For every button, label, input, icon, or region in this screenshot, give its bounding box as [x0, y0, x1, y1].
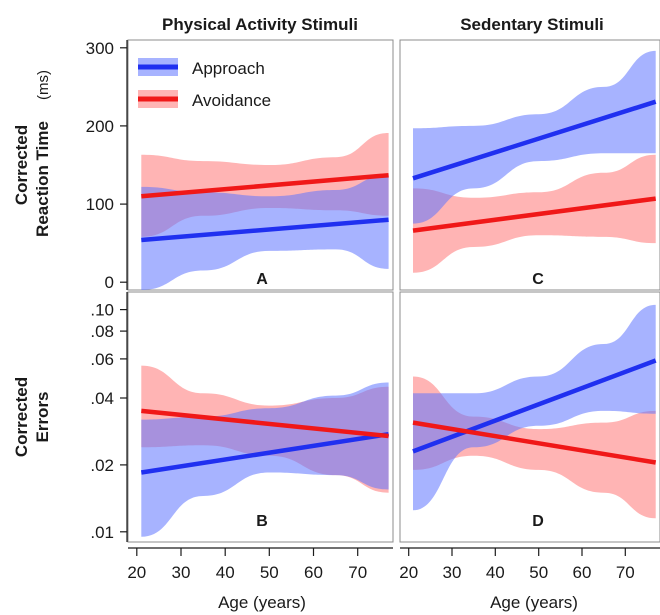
panel-d-line-approach [412, 358, 657, 454]
ylabel-bottom-line1: Corrected [12, 377, 31, 457]
panel-b-ytick-label: .01 [90, 523, 114, 542]
panel-d-xtick-label: 70 [616, 563, 635, 582]
panel-d-xtick-label: 30 [443, 563, 462, 582]
panel-a-ytick-label: 300 [86, 39, 114, 58]
panel-d-frame [399, 291, 660, 543]
plot-layer: 0 100 200 300 .01 .02 .04 .06 .08 .10 20 30 40 50 60 70… [86, 39, 657, 582]
ylabel-top-line2: Reaction Time [33, 121, 52, 237]
panel-b-xtick-label: 30 [172, 563, 191, 582]
panel-d-xtick-label: 60 [573, 563, 592, 582]
panel-d-xtick-label: 20 [399, 563, 418, 582]
panel-b-plot [140, 365, 389, 537]
panel-d-line-avoidance [412, 420, 657, 465]
panel-d-plot [412, 304, 657, 519]
ylabel-bottom: Corrected Errors [12, 377, 52, 457]
panel-letter-b: B [256, 513, 268, 530]
ylabel-bottom-line2: Errors [33, 391, 52, 442]
panel-a-ytick-label: 0 [105, 273, 114, 292]
panel-b-xtick-label: 60 [304, 563, 323, 582]
panel-b-xtick-label: 70 [348, 563, 367, 582]
panel-a-band-approach [141, 174, 389, 290]
panel-b-xtick-label: 20 [127, 563, 146, 582]
panel-c-line-approach [412, 99, 657, 181]
panel-c-band-approach [413, 50, 656, 224]
panel-c-frame [399, 39, 660, 291]
panel-a-ytick-label: 100 [86, 195, 114, 214]
xlabel-left: Age (years) [218, 593, 306, 612]
panel-b-ytick-label: .02 [90, 456, 114, 475]
legend-label-approach: Approach [192, 59, 265, 78]
panel-b-ytick-label: .06 [90, 350, 114, 369]
panel-letter-a: A [256, 271, 268, 288]
panel-a-frame [127, 39, 394, 291]
ylabel-top-unit: (ms) [35, 70, 52, 100]
panel-b-line-approach [140, 431, 389, 475]
panel-b-ytick-label: .08 [90, 322, 114, 341]
panel-d-xtick-label: 40 [486, 563, 505, 582]
panel-c-line-avoidance [412, 196, 656, 233]
col-title-physical: Physical Activity Stimuli [162, 15, 358, 34]
panel-letter-d: D [532, 513, 544, 530]
ylabel-top: Corrected Reaction Time (ms) [12, 70, 52, 237]
panel-b-line-avoidance [141, 408, 389, 439]
ylabel-top-line1: Corrected [12, 125, 31, 205]
panel-d-xtick-label: 50 [529, 563, 548, 582]
panel-b-ytick-label: .04 [90, 389, 114, 408]
panel-b-ytick-label: .10 [90, 301, 114, 320]
panel-a-line-approach [141, 217, 389, 243]
panel-b-band-approach [141, 382, 389, 537]
legend-label-avoidance: Avoidance [192, 91, 271, 110]
panel-a-ytick-label: 200 [86, 117, 114, 136]
panel-a-plot [141, 133, 389, 290]
panel-b-frame [127, 291, 394, 543]
panel-letter-c: C [532, 271, 544, 288]
legend: Approach Avoidance [138, 58, 271, 110]
panel-d-band-avoidance [413, 376, 656, 519]
panel-b-xtick-label: 40 [216, 563, 235, 582]
xlabel-right: Age (years) [490, 593, 578, 612]
panel-b-xtick-label: 50 [260, 563, 279, 582]
col-title-sedentary: Sedentary Stimuli [460, 15, 604, 34]
panel-a-line-avoidance [141, 172, 389, 199]
panel-c-plot [412, 50, 657, 273]
